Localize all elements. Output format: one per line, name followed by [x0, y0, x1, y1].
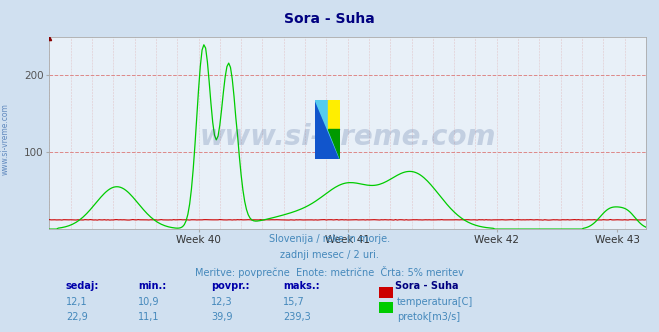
Bar — [328, 100, 340, 129]
Text: 22,9: 22,9 — [66, 312, 88, 322]
Text: min.:: min.: — [138, 281, 167, 290]
Text: zadnji mesec / 2 uri.: zadnji mesec / 2 uri. — [280, 250, 379, 260]
Text: www.si-vreme.com: www.si-vreme.com — [200, 123, 496, 151]
Text: 12,3: 12,3 — [211, 297, 233, 307]
Text: sedaj:: sedaj: — [66, 281, 100, 290]
Text: 239,3: 239,3 — [283, 312, 311, 322]
Polygon shape — [315, 100, 340, 159]
Text: 12,1: 12,1 — [66, 297, 88, 307]
Text: 11,1: 11,1 — [138, 312, 160, 322]
Text: maks.:: maks.: — [283, 281, 320, 290]
Text: 10,9: 10,9 — [138, 297, 160, 307]
Text: Slovenija / reke in morje.: Slovenija / reke in morje. — [269, 234, 390, 244]
Polygon shape — [328, 129, 340, 159]
Text: 39,9: 39,9 — [211, 312, 233, 322]
Text: www.si-vreme.com: www.si-vreme.com — [1, 104, 10, 175]
Text: temperatura[C]: temperatura[C] — [397, 297, 473, 307]
Text: Meritve: povprečne  Enote: metrične  Črta: 5% meritev: Meritve: povprečne Enote: metrične Črta:… — [195, 266, 464, 278]
Text: pretok[m3/s]: pretok[m3/s] — [397, 312, 460, 322]
Polygon shape — [315, 100, 340, 159]
Text: Sora - Suha: Sora - Suha — [284, 12, 375, 26]
Text: Sora - Suha: Sora - Suha — [395, 281, 459, 290]
Text: 15,7: 15,7 — [283, 297, 305, 307]
Text: povpr.:: povpr.: — [211, 281, 249, 290]
